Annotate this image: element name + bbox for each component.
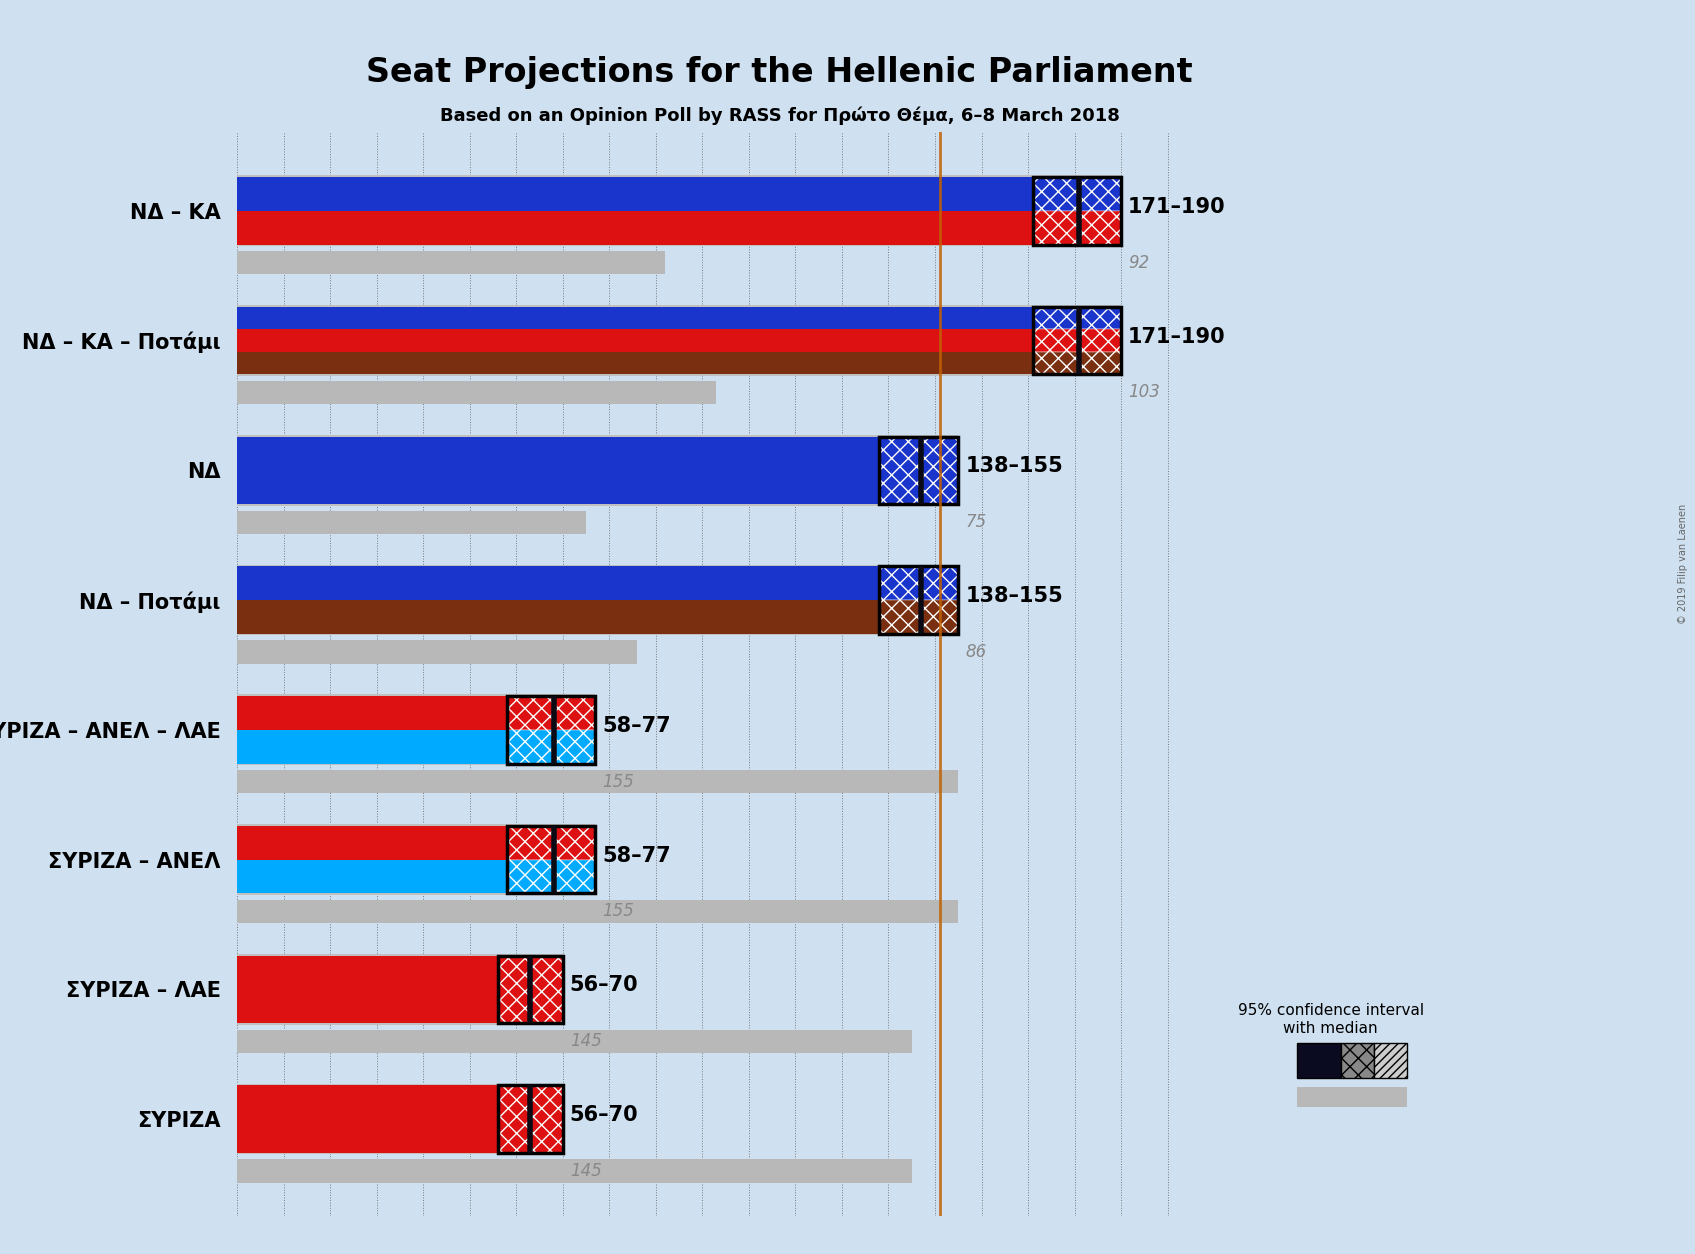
Bar	[237, 730, 507, 764]
Bar	[237, 696, 507, 730]
Bar	[1032, 307, 1120, 330]
Bar	[1032, 177, 1120, 211]
Bar	[237, 436, 880, 504]
Bar	[237, 695, 595, 765]
Bar	[237, 859, 507, 893]
Bar	[237, 381, 717, 404]
Bar	[237, 307, 1032, 330]
Bar	[498, 956, 563, 1023]
Text: 56–70: 56–70	[570, 976, 639, 996]
Text: 95% confidence interval
with median: 95% confidence interval with median	[1237, 1003, 1424, 1036]
Bar	[237, 567, 880, 601]
Text: 86: 86	[964, 643, 986, 661]
Bar	[507, 826, 595, 893]
Text: 155: 155	[602, 903, 634, 920]
Bar	[237, 601, 880, 633]
Bar	[237, 177, 1032, 211]
Bar	[237, 211, 1032, 245]
Text: Last result: Last result	[1319, 1092, 1393, 1107]
Bar	[1032, 211, 1120, 245]
Bar	[880, 567, 958, 601]
Bar	[1032, 352, 1120, 374]
Text: Seat Projections for the Hellenic Parliament: Seat Projections for the Hellenic Parlia…	[366, 56, 1193, 89]
Bar	[237, 1159, 912, 1183]
Bar	[237, 305, 1120, 376]
Bar	[1032, 177, 1120, 245]
Bar	[507, 826, 595, 859]
Bar	[507, 730, 595, 764]
Text: 103: 103	[1129, 384, 1159, 401]
Bar	[237, 900, 958, 923]
Text: 138–155: 138–155	[964, 456, 1063, 477]
Text: Based on an Opinion Poll by RASS for Πρώτο Θέμα, 6–8 March 2018: Based on an Opinion Poll by RASS for Πρώ…	[439, 107, 1120, 125]
Text: 58–77: 58–77	[602, 845, 671, 865]
Bar	[507, 859, 595, 893]
Bar	[237, 826, 507, 859]
Bar	[880, 601, 958, 633]
Bar	[1032, 330, 1120, 352]
Text: 171–190: 171–190	[1129, 327, 1225, 346]
Bar	[237, 352, 1032, 374]
Bar	[880, 567, 958, 633]
Text: 56–70: 56–70	[570, 1105, 639, 1125]
Text: 58–77: 58–77	[602, 716, 671, 736]
Text: 171–190: 171–190	[1129, 197, 1225, 217]
Bar	[237, 564, 958, 636]
Bar	[498, 1085, 563, 1152]
Text: © 2019 Filip van Laenen: © 2019 Filip van Laenen	[1678, 504, 1688, 624]
Bar	[507, 696, 595, 730]
Bar	[498, 956, 563, 1023]
Text: 75: 75	[964, 513, 986, 532]
Bar	[237, 641, 637, 663]
Text: 138–155: 138–155	[964, 586, 1063, 606]
Text: 155: 155	[602, 772, 634, 791]
Bar	[1032, 307, 1120, 374]
Bar	[237, 956, 498, 1023]
Bar	[237, 770, 958, 794]
Bar	[880, 436, 958, 504]
Text: 145: 145	[570, 1032, 602, 1050]
Bar	[237, 435, 958, 505]
Bar	[498, 1085, 563, 1152]
Bar	[237, 1030, 912, 1053]
Bar	[237, 251, 664, 275]
Bar	[237, 824, 595, 895]
Bar	[237, 510, 586, 534]
Bar	[237, 954, 563, 1025]
Text: 145: 145	[570, 1162, 602, 1180]
Text: 92: 92	[1129, 253, 1149, 272]
Bar	[507, 696, 595, 764]
Bar	[237, 1085, 498, 1152]
Bar	[237, 330, 1032, 352]
Bar	[237, 176, 1120, 246]
Bar	[237, 1083, 563, 1155]
Bar	[880, 436, 958, 504]
